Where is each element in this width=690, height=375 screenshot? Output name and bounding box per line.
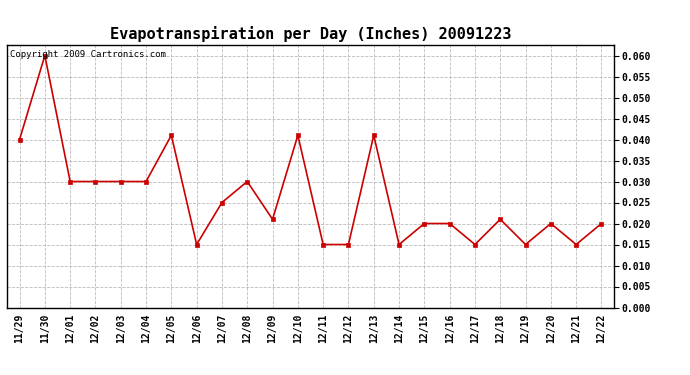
Text: Copyright 2009 Cartronics.com: Copyright 2009 Cartronics.com (10, 50, 166, 59)
Title: Evapotranspiration per Day (Inches) 20091223: Evapotranspiration per Day (Inches) 2009… (110, 27, 511, 42)
